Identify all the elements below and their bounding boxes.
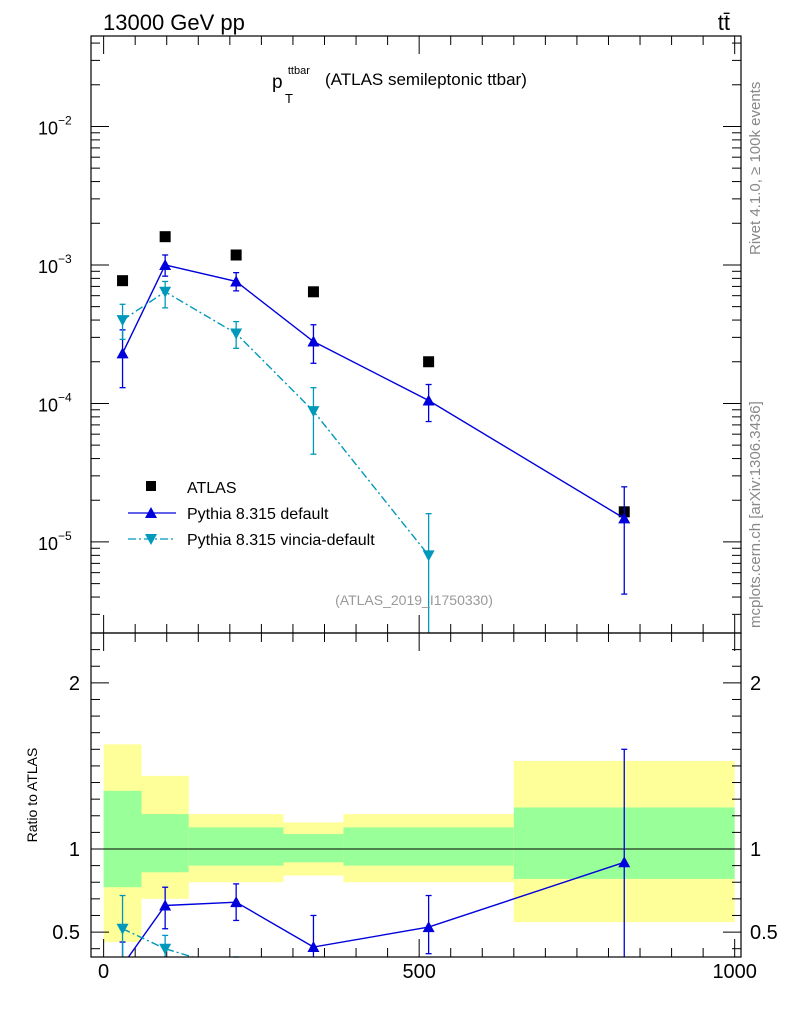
main-series-2-point-0: [116, 315, 129, 327]
ratio-series-0-point-3: [307, 941, 320, 953]
rivet-label: Rivet 4.1.0, ≥ 100k events: [747, 82, 764, 255]
ratio-ytick-label-right-0: 0.5: [750, 922, 778, 944]
title-sup: ttbar: [288, 65, 310, 77]
ratio-ytick-label-left-2: 2: [69, 673, 80, 695]
xtick-label-0: 0: [98, 961, 109, 983]
legend-label-default: Pythia 8.315 default: [187, 506, 329, 523]
process-label: tt̄: [718, 10, 730, 35]
main-series-2-point-1: [159, 286, 172, 298]
main-ytick-base: 10: [38, 395, 58, 415]
main-ytick-label-0: 10−2: [38, 113, 72, 138]
main-ytick-exp: −2: [58, 113, 72, 127]
ratio-ytick-label-right-2: 2: [750, 673, 761, 695]
ratio-series-0-point-5: [618, 856, 631, 868]
main-ytick-base: 10: [38, 257, 58, 277]
main-ytick-base: 10: [38, 534, 58, 554]
ratio-series-0-point-4: [422, 921, 435, 933]
legend-marker-vincia: [145, 534, 157, 545]
ratio-ytick-label-left-0: 0.5: [52, 922, 80, 944]
ratio-series-0-line: [127, 861, 625, 957]
analysis-watermark: (ATLAS_2019_I1750330): [335, 592, 493, 608]
ratio-series-1-point-1: [159, 943, 172, 955]
ratio-frame: [90, 632, 742, 958]
main-axis-ticks: 10−210−310−410−5: [38, 36, 741, 633]
main-series-0-point-2: [230, 249, 242, 261]
green-band-1: [141, 814, 189, 873]
main-series-1-line: [121, 264, 625, 519]
main-series-1-point-3: [307, 335, 320, 347]
green-band-4: [343, 827, 514, 866]
green-band-0: [103, 790, 142, 888]
main-title: p ttbar: [272, 65, 310, 93]
legend-label-vincia: Pythia 8.315 vincia-default: [187, 532, 375, 549]
ratio-ytick-label-left-1: 1: [69, 839, 80, 861]
main-series-0-point-0: [117, 275, 129, 287]
ratio-uncertainty-bands: [103, 744, 735, 943]
green-band-3: [283, 834, 344, 863]
title-rest: (ATLAS semileptonic ttbar): [325, 70, 527, 89]
ratio-series-0-point-2: [230, 896, 243, 908]
mcplots-label: mcplots.cern.ch [arXiv:1306.3436]: [747, 401, 764, 628]
ratio-ylabel: Ratio to ATLAS: [24, 748, 40, 843]
title-p: p: [272, 72, 283, 93]
legend-marker-default: [145, 507, 157, 518]
main-ytick-label-3: 10−5: [38, 529, 72, 554]
ratio-ytick-label-right-1: 1: [750, 839, 761, 861]
main-series-1-point-1: [159, 258, 172, 270]
title-sub: T: [285, 91, 293, 106]
main-ytick-exp: −5: [58, 529, 72, 543]
main-ytick-label-1: 10−3: [38, 252, 72, 277]
main-ytick-exp: −3: [58, 252, 72, 266]
main-series-1-point-4: [422, 394, 435, 406]
ratio-series-0-point-1: [159, 899, 172, 911]
main-series-0-point-3: [307, 286, 319, 298]
main-series-0-point-1: [159, 231, 171, 243]
legend-label-atlas: ATLAS: [187, 480, 237, 497]
main-series-1-point-5: [618, 512, 631, 524]
ratio-series-layer: [116, 748, 631, 958]
legend-marker-atlas: [146, 481, 156, 491]
energy-label: 13000 GeV pp: [103, 10, 245, 35]
main-ytick-label-2: 10−4: [38, 390, 72, 415]
main-ytick-exp: −4: [58, 390, 72, 404]
green-band-2: [188, 827, 284, 866]
main-ytick-base: 10: [38, 118, 58, 138]
main-series-1-point-0: [116, 347, 129, 359]
xtick-label-1: 500: [402, 961, 435, 983]
main-series-2-point-2: [230, 328, 243, 340]
main-series-2-point-4: [422, 550, 435, 562]
main-series-2-point-3: [307, 406, 320, 418]
ratio-series-1-point-0: [116, 923, 129, 935]
xtick-label-2: 1000: [712, 961, 757, 983]
main-series-1-point-2: [230, 275, 243, 287]
legend: ATLAS Pythia 8.315 default Pythia 8.315 …: [128, 480, 375, 549]
main-series-layer: [116, 231, 631, 633]
main-series-0-point-4: [423, 356, 435, 368]
